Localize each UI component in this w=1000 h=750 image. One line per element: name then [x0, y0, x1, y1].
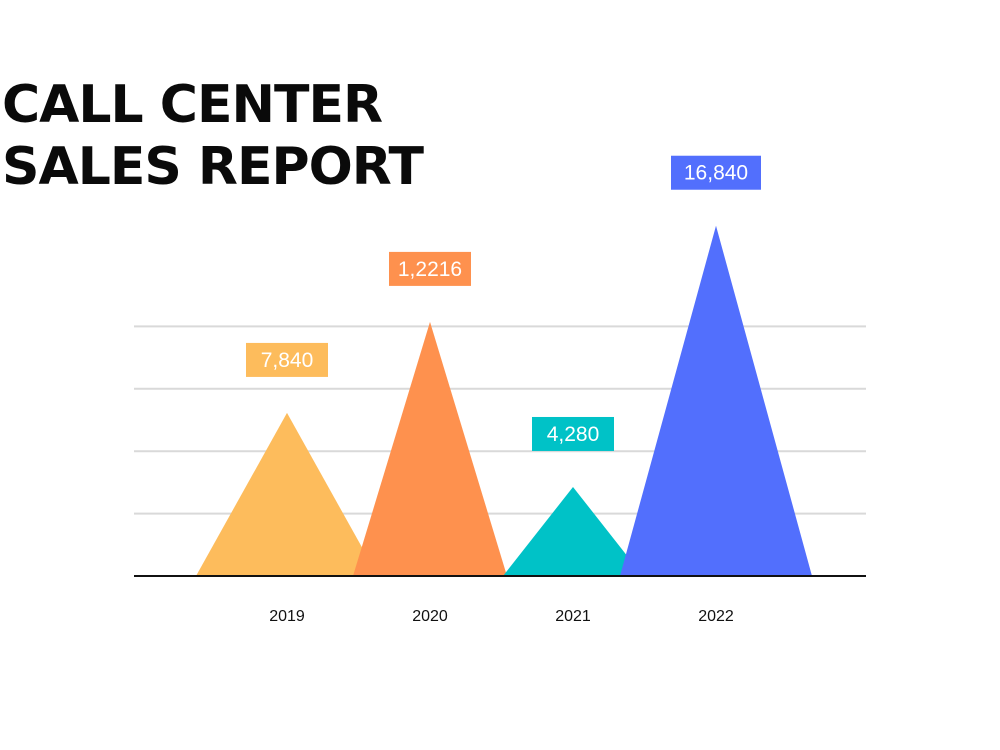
data-label-value: 16,840 [684, 162, 748, 185]
data-label-value: 4,280 [547, 423, 600, 446]
data-label-box [671, 155, 761, 190]
x-tick-labels: 2019 2020 2021 2022 [269, 608, 734, 625]
triangle-bar-2021 [503, 486, 643, 576]
data-label-box [389, 251, 471, 286]
data-label-2022: 16,840 [671, 155, 761, 190]
data-label-value: 1,2216 [398, 258, 462, 281]
data-label-2021: 4,280 [532, 416, 614, 451]
data-label-value: 7,840 [261, 349, 314, 372]
data-label-2019: 7,840 [246, 342, 328, 377]
title-line-2: SALES REPORT [2, 137, 424, 197]
data-label-2020: 1,2216 [389, 251, 471, 286]
data-label-box [532, 416, 614, 451]
x-tick-label-2021: 2021 [555, 608, 591, 625]
title-line-1: CALL CENTER [2, 75, 383, 135]
x-tick-label-2022: 2022 [698, 608, 734, 625]
triangle-bar-2019 [196, 412, 378, 576]
data-labels: 7,840 1,2216 4,280 16,840 [246, 155, 761, 451]
data-label-box [246, 342, 328, 377]
x-tick-label-2019: 2019 [269, 608, 305, 625]
x-tick-label-2020: 2020 [412, 608, 448, 625]
triangle-bar-2022 [620, 225, 812, 576]
triangle-bars [196, 225, 812, 576]
page-title: CALL CENTER SALES REPORT [2, 74, 424, 198]
triangle-bar-2020 [353, 321, 507, 576]
